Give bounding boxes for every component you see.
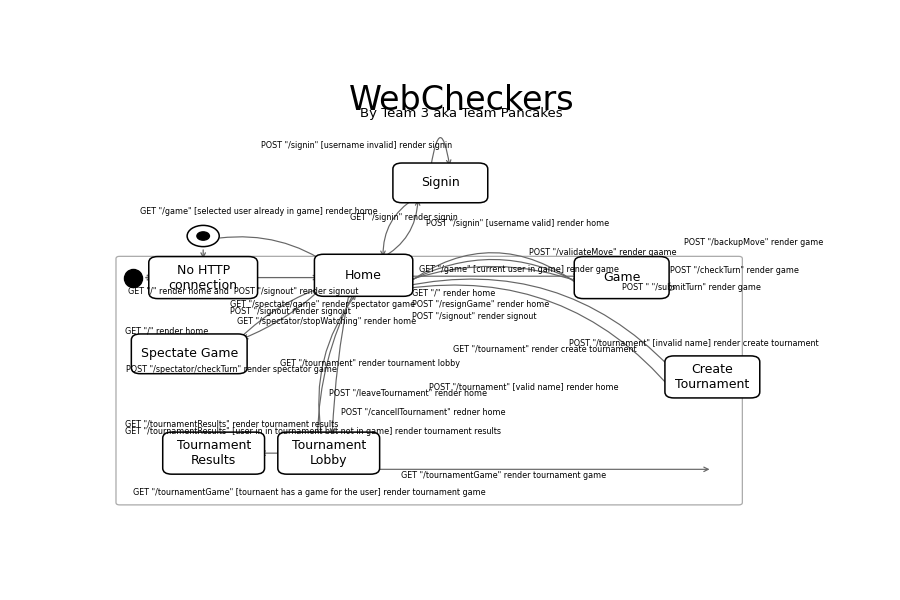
FancyBboxPatch shape — [163, 432, 265, 474]
FancyBboxPatch shape — [574, 257, 669, 299]
Text: Spectate Game: Spectate Game — [140, 347, 238, 361]
Text: GET "/" render home and  POST "/signout" render signout: GET "/" render home and POST "/signout" … — [128, 287, 358, 296]
Circle shape — [197, 232, 210, 240]
Text: POST "/signout" render signout: POST "/signout" render signout — [412, 312, 537, 321]
Text: POST "/validateMove" render gaame: POST "/validateMove" render gaame — [529, 248, 677, 257]
FancyBboxPatch shape — [665, 356, 760, 398]
Text: GET "/spectate/game" render spectator game: GET "/spectate/game" render spectator ga… — [230, 300, 415, 309]
Text: POST "/tournament" [valid name] render home: POST "/tournament" [valid name] render h… — [429, 383, 619, 392]
Text: GET "/signin" render signin: GET "/signin" render signin — [349, 213, 457, 222]
Text: Home: Home — [346, 269, 382, 282]
Text: GET "/tournamentResults" [user in in tournament but not in game] render tourname: GET "/tournamentResults" [user in in tou… — [125, 427, 501, 436]
Text: Tournament
Results: Tournament Results — [176, 439, 251, 467]
Text: GET "/" render home: GET "/" render home — [412, 289, 496, 298]
Text: WebCheckers: WebCheckers — [348, 83, 574, 116]
Text: GET "/tournamentResults" render tournament results: GET "/tournamentResults" render tourname… — [125, 419, 338, 428]
Text: GET "/" render home: GET "/" render home — [125, 326, 208, 335]
Text: GET "/game" [current user in game] render game: GET "/game" [current user in game] rende… — [419, 265, 619, 274]
Text: GET "/spectator/stopWatching" render home: GET "/spectator/stopWatching" render hom… — [237, 317, 416, 326]
Text: POST "/backupMove" render game: POST "/backupMove" render game — [684, 238, 824, 247]
Text: Create
Tournament: Create Tournament — [675, 363, 750, 391]
Text: GET "/game" [selected user already in game] render home: GET "/game" [selected user already in ga… — [140, 207, 378, 216]
Text: GET "/tournamentGame" [tournaent has a game for the user] render tournament game: GET "/tournamentGame" [tournaent has a g… — [133, 488, 486, 497]
FancyBboxPatch shape — [131, 334, 248, 374]
Circle shape — [187, 226, 220, 247]
FancyBboxPatch shape — [278, 432, 380, 474]
Text: By Team 3 aka Team Pancakes: By Team 3 aka Team Pancakes — [360, 107, 562, 119]
Text: POST "/checkTurn" render game: POST "/checkTurn" render game — [670, 266, 799, 275]
Text: POST "/signout render signout: POST "/signout render signout — [230, 307, 351, 316]
Text: POST " "/submitTurn" render game: POST " "/submitTurn" render game — [622, 283, 760, 292]
Text: POST "/cancellTournament" redner home: POST "/cancellTournament" redner home — [341, 407, 506, 416]
Text: GET "/tournament" render tournament lobby: GET "/tournament" render tournament lobb… — [280, 359, 460, 368]
Text: POST "/leaveTournament" render home: POST "/leaveTournament" render home — [328, 389, 487, 398]
FancyBboxPatch shape — [314, 254, 413, 296]
Text: Game: Game — [603, 271, 641, 284]
Text: POST "/tournament" [invalid name] render create tournament: POST "/tournament" [invalid name] render… — [570, 338, 819, 347]
Text: No HTTP
connection: No HTTP connection — [168, 263, 238, 292]
Text: GET "/tournamentGame" render tournament game: GET "/tournamentGame" render tournament … — [400, 471, 606, 480]
Text: POST "/spectator/checkTurn" render spectator game: POST "/spectator/checkTurn" render spect… — [126, 365, 338, 374]
FancyBboxPatch shape — [148, 257, 257, 299]
Text: POST "/signin" [username invalid] render signin: POST "/signin" [username invalid] render… — [261, 142, 452, 151]
Text: POST "/resignGame" render home: POST "/resignGame" render home — [412, 300, 550, 309]
Text: Signin: Signin — [421, 176, 460, 190]
Text: POST "/signin" [username valid] render home: POST "/signin" [username valid] render h… — [427, 219, 609, 228]
Text: GET "/tournament" render create tournament: GET "/tournament" render create tourname… — [453, 344, 637, 353]
Text: Tournament
Lobby: Tournament Lobby — [292, 439, 365, 467]
FancyBboxPatch shape — [393, 163, 488, 203]
